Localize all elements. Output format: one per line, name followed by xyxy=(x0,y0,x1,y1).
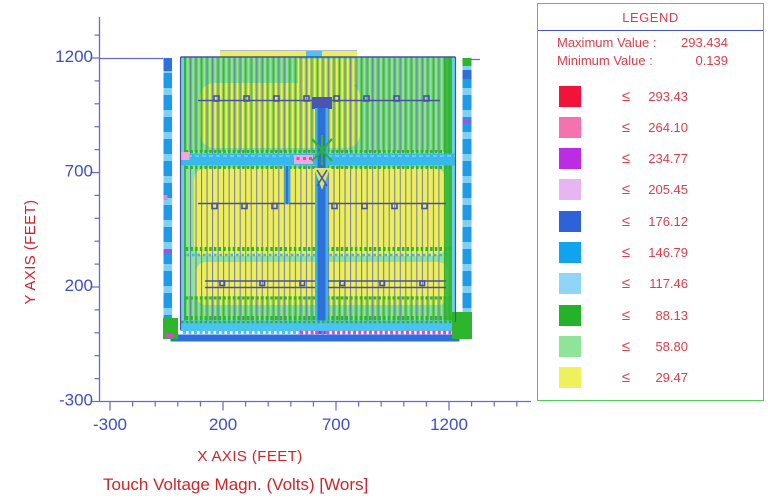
legend-threshold-value: 117.46 xyxy=(649,276,688,292)
legend-entry: ≤264.10 xyxy=(559,115,688,139)
legend-swatch xyxy=(559,85,581,107)
legend-threshold-value: 146.79 xyxy=(648,245,688,260)
less-equal-symbol: ≤ xyxy=(621,306,631,324)
legend-swatch xyxy=(559,304,581,326)
less-equal-symbol: ≤ xyxy=(621,150,631,168)
legend-entry: ≤205.45 xyxy=(559,178,688,202)
legend-panel: LEGEND Maximum Value : 293.434 Minimum V… xyxy=(537,3,764,401)
legend-entry: ≤146.79 xyxy=(559,241,688,265)
legend-entry: ≤176.12 xyxy=(559,209,688,233)
max-value: 293.434 xyxy=(681,35,728,50)
less-equal-symbol: ≤ xyxy=(621,118,631,136)
less-equal-symbol: ≤ xyxy=(621,212,631,230)
grid-artwork xyxy=(100,50,480,342)
axes: -300 200 700 1200 -300 200 700 1200 xyxy=(55,17,531,434)
legend-entry: ≤293.43 xyxy=(559,84,688,108)
y-axis-label: Y AXIS (FEET) xyxy=(22,200,39,305)
max-value-label: Maximum Value : xyxy=(557,35,657,50)
min-value-label: Minimum Value : xyxy=(557,53,653,68)
legend-swatch xyxy=(559,242,581,263)
y-tick-label: 200 xyxy=(65,276,93,295)
legend-entry: ≤117.46 xyxy=(559,272,688,296)
legend-threshold-value: 176.12 xyxy=(648,213,688,229)
legend-min-row: Minimum Value : 0.139 xyxy=(557,53,728,68)
legend-threshold-value: 205.45 xyxy=(648,182,688,198)
legend-swatch xyxy=(559,210,581,232)
less-equal-symbol: ≤ xyxy=(621,244,631,261)
legend-swatch xyxy=(559,179,581,201)
min-value: 0.139 xyxy=(695,53,728,68)
less-equal-symbol: ≤ xyxy=(621,337,631,355)
x-tick-label: 200 xyxy=(209,415,237,434)
legend-swatch xyxy=(559,273,581,295)
x-tick-label: -300 xyxy=(93,415,127,434)
legend-swatch xyxy=(559,116,581,138)
less-equal-symbol: ≤ xyxy=(621,87,631,105)
legend-swatch xyxy=(559,367,581,389)
legend-entry: ≤88.13 xyxy=(559,303,688,327)
left-perimeter-strip xyxy=(163,58,172,320)
y-tick-label: 700 xyxy=(65,162,93,181)
x-axis-label: X AXIS (FEET) xyxy=(197,448,302,465)
legend-entry: ≤29.47 xyxy=(559,366,688,390)
legend-threshold-value: 264.10 xyxy=(648,119,688,135)
legend-title: LEGEND xyxy=(622,10,679,25)
plot-title: Touch Voltage Magn. (Volts) [Wors] xyxy=(103,475,368,494)
legend-threshold-value: 234.77 xyxy=(648,151,688,167)
less-equal-symbol: ≤ xyxy=(621,369,631,387)
y-tick-label: -300 xyxy=(59,391,93,410)
legend-threshold-value: 88.13 xyxy=(655,307,688,323)
legend-swatch xyxy=(559,335,581,357)
legend-entry: ≤234.77 xyxy=(559,147,688,171)
x-tick-label: 1200 xyxy=(430,415,468,434)
right-perimeter-strip xyxy=(462,58,472,322)
legend-entry: ≤58.80 xyxy=(559,334,688,358)
y-tick-label: 1200 xyxy=(55,47,93,66)
legend-threshold-value: 29.47 xyxy=(655,370,688,386)
legend-swatch xyxy=(559,148,581,170)
less-equal-symbol: ≤ xyxy=(621,275,631,293)
legend-max-row: Maximum Value : 293.434 xyxy=(557,35,728,50)
legend-separator xyxy=(538,30,763,31)
x-tick-label: 700 xyxy=(322,415,350,434)
legend-threshold-value: 58.80 xyxy=(655,338,688,354)
legend-threshold-value: 293.43 xyxy=(648,88,688,104)
less-equal-symbol: ≤ xyxy=(621,181,631,199)
